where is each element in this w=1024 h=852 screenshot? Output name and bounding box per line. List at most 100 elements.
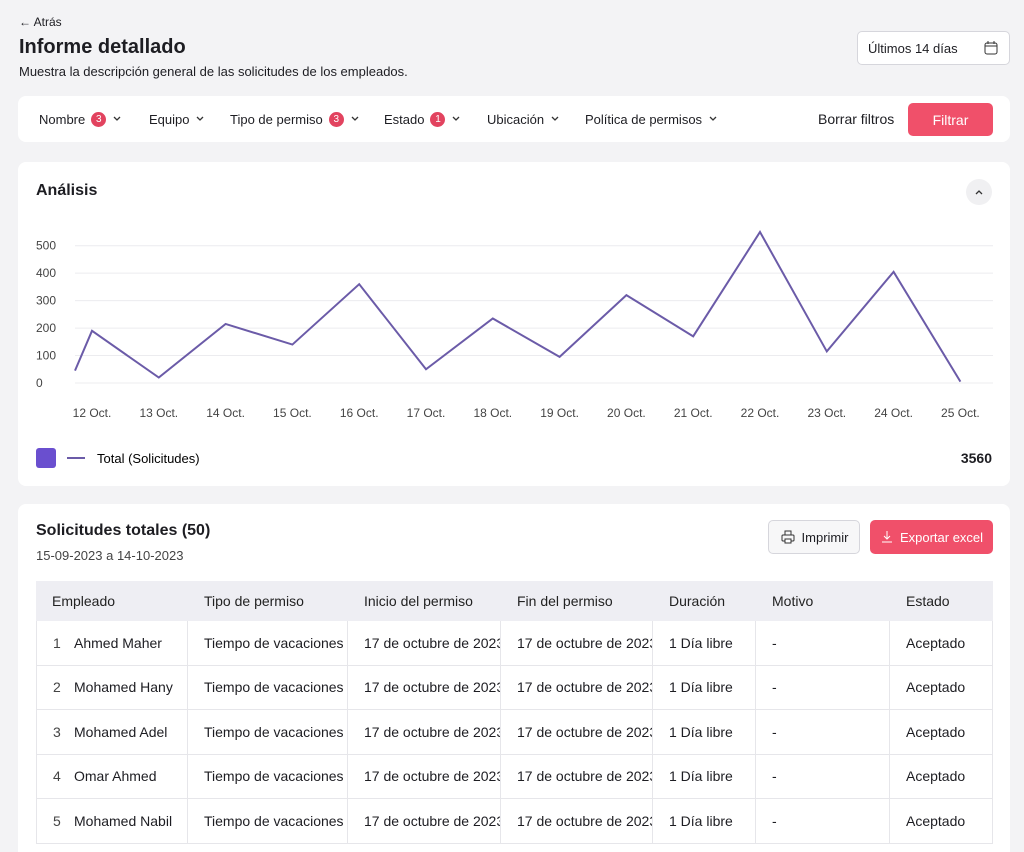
table-cell: 3 Mohamed Adel [36, 710, 188, 755]
cell-text: - [772, 768, 777, 785]
page-title: Informe detallado [19, 36, 186, 58]
back-link[interactable]: ← Atrás [19, 15, 62, 29]
row-number: 1 [53, 634, 61, 651]
chevron-down [551, 116, 559, 121]
row-number: 2 [53, 679, 61, 696]
row-number: 4 [53, 768, 61, 785]
table-cell: 17 de octubre de 2023 [501, 665, 653, 710]
filter-button[interactable]: Filtrar [908, 103, 993, 136]
cell-text: 17 de octubre de 2023 [517, 679, 653, 696]
filter-label: Política de permisos [585, 111, 703, 127]
cell-text: 17 de octubre de 2023 [517, 723, 653, 740]
requests-card: Solicitudes totales (50) 15-09-2023 a 14… [18, 504, 1010, 852]
cell-text: Aceptado [906, 768, 966, 785]
column-header: Motivo [756, 581, 890, 621]
employee-name: Ahmed Maher [74, 634, 162, 651]
page-subtitle: Muestra la descripción general de las so… [19, 64, 408, 79]
table-cell: 1 Ahmed Maher [36, 621, 188, 666]
chevron-path [197, 116, 204, 121]
filter-label: Estado [384, 111, 425, 127]
clear-filters[interactable]: Borrar filtros [818, 111, 895, 127]
cell-text: 17 de octubre de 2023 [364, 634, 501, 651]
filter-dropdown[interactable]: Nombre 3 [39, 96, 122, 142]
column-header: Duración [653, 581, 756, 621]
employee-name: Mohamed Nabil [74, 812, 173, 829]
calendar-icon [984, 41, 998, 55]
table-cell: Aceptado [890, 621, 993, 666]
cell-text: 17 de octubre de 2023 [517, 812, 653, 829]
cell-text: 1 Día libre [669, 723, 733, 740]
requests-title: Solicitudes totales (50) [36, 522, 211, 539]
chevron-down [351, 116, 359, 121]
requests-period: 15-09-2023 a 14-10-2023 [36, 548, 184, 563]
collapse-button[interactable] [966, 179, 992, 205]
table-cell: 1 Día libre [653, 799, 756, 844]
cell-text: 1 Día libre [669, 812, 733, 829]
filter-dropdown[interactable]: Ubicación [487, 96, 560, 142]
table-cell: 1 Día libre [653, 621, 756, 666]
table-cell: - [756, 665, 890, 710]
chevron-down [453, 116, 460, 121]
filter-count: 3 [91, 111, 107, 127]
cell-text: Tiempo de vacaciones [204, 679, 344, 696]
filter-dropdown[interactable]: Tipo de permiso 3 [230, 96, 360, 142]
table-cell: 17 de octubre de 2023 [501, 754, 653, 799]
table-cell: - [756, 621, 890, 666]
export-button[interactable]: Exportar excel [870, 520, 993, 554]
table-cell: 4 Omar Ahmed [36, 754, 188, 799]
cell-text: Aceptado [906, 723, 966, 740]
filter-bar: Borrar filtros Filtrar Nombre 3 Equipo Tipo… [18, 96, 1010, 142]
cell-text: 1 Día libre [669, 768, 733, 785]
chevron-path [709, 116, 717, 121]
filter-dropdown[interactable]: Política de permisos [585, 96, 718, 142]
cell-text: Tiempo de vacaciones [204, 723, 344, 740]
print-button[interactable]: Imprimir [768, 520, 860, 554]
table-cell: 2 Mohamed Hany [36, 665, 188, 710]
date-range[interactable]: Últimos 14 días [857, 31, 1010, 65]
chevron-down [113, 116, 121, 121]
cell-text: 17 de octubre de 2023 [364, 679, 501, 696]
cell-text: Tiempo de vacaciones [204, 634, 344, 651]
chevron-path [113, 116, 121, 121]
total-value: 3560 [960, 450, 992, 466]
employee-name: Mohamed Adel [74, 723, 168, 740]
download-icon [881, 531, 892, 543]
table-cell: Tiempo de vacaciones [188, 710, 348, 755]
cell-text: Tiempo de vacaciones [204, 768, 344, 785]
filter-label: Nombre [39, 111, 86, 127]
table-cell: 17 de octubre de 2023 [501, 710, 653, 755]
employee-name: Omar Ahmed [74, 768, 157, 785]
table-cell: 1 Día libre [653, 710, 756, 755]
analysis-title: Análisis [36, 182, 98, 199]
column-header: Empleado [36, 581, 188, 621]
cell-text: - [772, 679, 777, 696]
cell-text: Aceptado [906, 679, 966, 696]
table-cell: 17 de octubre de 2023 [348, 621, 501, 666]
employee-name: Mohamed Hany [74, 679, 173, 696]
column-header: Fin del permiso [501, 581, 653, 621]
table-cell: Tiempo de vacaciones [188, 665, 348, 710]
print-icon [781, 530, 795, 544]
cell-text: - [772, 812, 777, 829]
table-cell: 5 Mohamed Nabil [36, 799, 188, 844]
table-cell: - [756, 710, 890, 755]
cell-text: - [772, 723, 777, 740]
chevron-down [709, 116, 717, 121]
filter-label: Equipo [149, 111, 190, 127]
cell-text: Aceptado [906, 634, 966, 651]
table-cell: Tiempo de vacaciones [188, 754, 348, 799]
table-cell: Aceptado [890, 799, 993, 844]
row-number: 3 [53, 723, 61, 740]
table-cell: 17 de octubre de 2023 [501, 621, 653, 666]
filter-dropdown[interactable]: Estado 1 [384, 96, 461, 142]
cell-text: 17 de octubre de 2023 [364, 723, 501, 740]
filter-label: Tipo de permiso [230, 111, 323, 127]
table-cell: Tiempo de vacaciones [188, 799, 348, 844]
chevron-path [453, 116, 460, 121]
cell-text: 17 de octubre de 2023 [517, 634, 653, 651]
cell-text: 17 de octubre de 2023 [364, 768, 501, 785]
filter-dropdown[interactable]: Equipo [149, 96, 205, 142]
table-cell: Aceptado [890, 665, 993, 710]
cell-text: Aceptado [906, 812, 966, 829]
